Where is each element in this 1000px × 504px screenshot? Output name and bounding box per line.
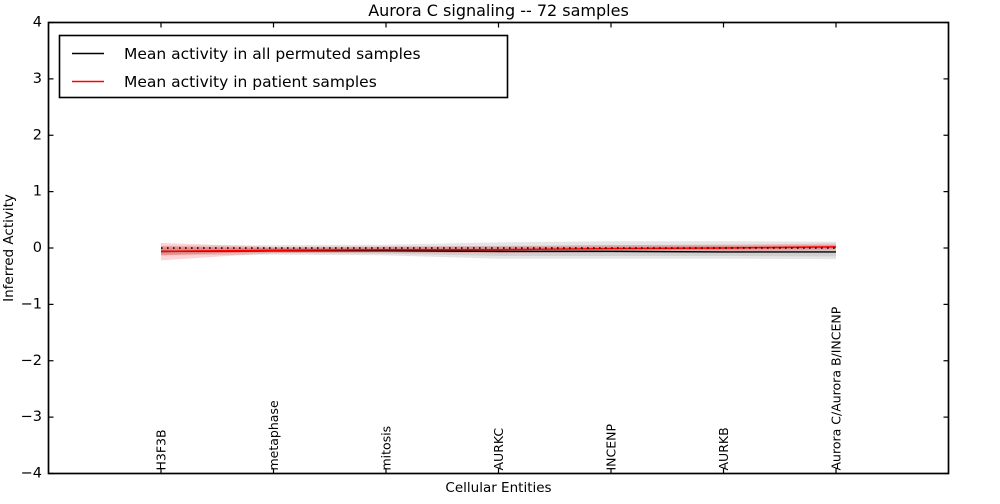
patient-mean-line — [160, 246, 837, 253]
x-category-label: AURKC — [491, 428, 506, 471]
legend: Mean activity in all permuted samples Me… — [58, 34, 509, 99]
x-category-label: AURKB — [716, 427, 731, 470]
axes-frame — [47, 21, 950, 475]
legend-box — [58, 34, 509, 99]
x-axis-label: Cellular Entities — [445, 480, 551, 496]
x-category-label: INCENP — [604, 423, 619, 470]
y-tick-label: −2 — [21, 353, 42, 369]
y-axis-label: Inferred Activity — [1, 194, 17, 302]
x-tick-labels: H3F3B metaphase mitosis AURKC INCENP AURKB Aur… — [154, 306, 844, 470]
y-tick-label: 0 — [33, 240, 42, 256]
legend-label-permuted: Mean activity in all permuted samples — [124, 45, 421, 63]
x-category-label: Aurora C/Aurora B/INCENP — [829, 306, 844, 470]
mean-activity-lines — [160, 246, 837, 253]
legend-label-patient: Mean activity in patient samples — [124, 73, 377, 91]
x-category-label: mitosis — [379, 426, 394, 471]
y-tick-label: −3 — [21, 409, 42, 425]
y-tick-label: −4 — [21, 466, 42, 482]
y-tick-labels: 4 3 2 1 0 −1 −2 −3 −4 — [21, 15, 42, 482]
y-tick-label: 1 — [33, 184, 42, 200]
y-tick-label: 3 — [33, 71, 42, 87]
y-tick-label: 2 — [33, 127, 42, 143]
chart-title: Aurora C signaling -- 72 samples — [368, 1, 629, 20]
y-tick-label: −1 — [21, 296, 42, 312]
y-tick-label: 4 — [33, 15, 42, 31]
x-category-label: H3F3B — [154, 429, 169, 470]
x-category-label: metaphase — [266, 400, 281, 470]
